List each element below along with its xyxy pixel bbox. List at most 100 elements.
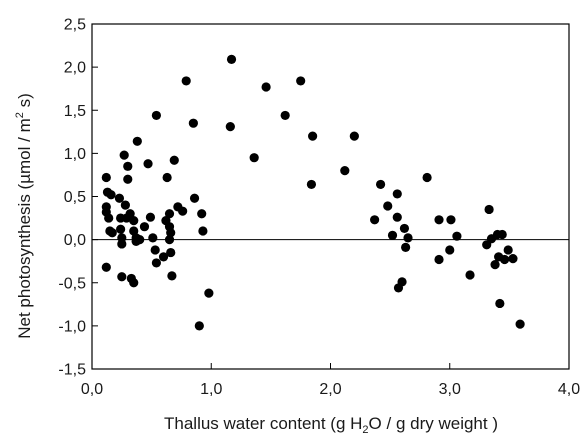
data-point bbox=[117, 233, 127, 243]
data-point bbox=[508, 254, 518, 264]
data-point bbox=[490, 260, 500, 270]
data-point bbox=[148, 233, 158, 243]
x-axis-label-sub: 2 bbox=[362, 424, 368, 436]
data-point bbox=[392, 189, 402, 199]
data-point bbox=[198, 226, 208, 236]
x-axis-label-prefix: Thallus water content (g H bbox=[164, 414, 362, 433]
data-point bbox=[392, 212, 402, 222]
y-tick-label: 2,5 bbox=[64, 17, 86, 34]
y-tick-label: 2,0 bbox=[64, 60, 86, 77]
data-point bbox=[164, 235, 175, 245]
y-axis-label-suffix: s) bbox=[15, 93, 34, 112]
data-point bbox=[452, 231, 462, 241]
data-point bbox=[139, 222, 150, 232]
data-point bbox=[117, 272, 127, 282]
data-point bbox=[166, 247, 176, 258]
x-axis-label-suffix: O / g dry weight ) bbox=[369, 414, 498, 433]
data-point bbox=[387, 230, 398, 240]
x-tick-label: 3,0 bbox=[439, 381, 461, 398]
data-point bbox=[445, 245, 455, 255]
data-point bbox=[167, 271, 177, 281]
y-axis-label-prefix: Net photosynthesis (µmol / m bbox=[15, 118, 34, 339]
data-point bbox=[296, 76, 306, 86]
data-point bbox=[401, 242, 411, 252]
x-tick-label: 0,0 bbox=[81, 381, 103, 398]
y-tick-label: -0,5 bbox=[58, 275, 86, 292]
data-points bbox=[101, 54, 525, 331]
data-point bbox=[164, 209, 175, 219]
data-point bbox=[349, 131, 359, 141]
data-point bbox=[143, 159, 153, 169]
data-point bbox=[370, 215, 380, 225]
y-tick-label: 1,0 bbox=[64, 146, 86, 163]
data-point bbox=[280, 110, 290, 121]
data-point bbox=[194, 321, 204, 331]
data-point bbox=[434, 254, 444, 265]
data-point bbox=[119, 150, 129, 160]
data-point bbox=[116, 224, 126, 234]
data-point bbox=[123, 174, 133, 184]
data-point bbox=[106, 190, 116, 200]
data-point bbox=[166, 228, 176, 238]
x-axis-label: Thallus water content (g H2O / g dry wei… bbox=[164, 414, 498, 436]
data-point bbox=[515, 319, 525, 329]
data-point bbox=[181, 76, 191, 86]
data-point bbox=[129, 278, 139, 288]
data-point bbox=[145, 212, 156, 222]
data-point bbox=[129, 226, 139, 236]
data-point bbox=[197, 209, 207, 219]
data-point bbox=[158, 252, 169, 262]
data-point bbox=[503, 245, 513, 255]
data-point bbox=[162, 172, 172, 183]
y-axis-label: Net photosynthesis (µmol / m2 s) bbox=[14, 93, 34, 339]
data-point bbox=[120, 200, 130, 210]
data-point bbox=[204, 288, 214, 298]
data-point bbox=[107, 228, 117, 238]
data-point bbox=[225, 122, 235, 132]
data-point bbox=[446, 215, 456, 225]
data-point bbox=[188, 118, 198, 128]
data-point bbox=[261, 82, 271, 92]
data-point bbox=[434, 215, 444, 225]
data-point bbox=[150, 245, 160, 255]
data-point bbox=[497, 229, 507, 240]
plot-frame bbox=[91, 23, 570, 370]
data-point bbox=[422, 172, 432, 183]
data-point bbox=[101, 262, 111, 272]
data-point bbox=[114, 193, 125, 203]
ticks: -1,5 -1,0 -0,5 0,0 0,5 1,0 1,5 2,0 2,5 0,0 1,0 2,0 3… bbox=[58, 17, 580, 399]
data-point bbox=[465, 270, 475, 280]
data-point bbox=[151, 258, 161, 268]
data-point bbox=[101, 172, 111, 183]
x-tick-label: 4,0 bbox=[558, 381, 580, 398]
data-point bbox=[104, 213, 114, 223]
data-point bbox=[500, 254, 510, 265]
data-point bbox=[375, 179, 386, 190]
y-axis-label-sup: 2 bbox=[14, 112, 26, 118]
data-point bbox=[403, 233, 413, 243]
data-point bbox=[125, 209, 135, 219]
data-point bbox=[308, 131, 318, 141]
data-point bbox=[249, 153, 259, 163]
data-point bbox=[189, 193, 200, 203]
data-point bbox=[169, 155, 179, 165]
data-point bbox=[151, 110, 161, 121]
data-point bbox=[178, 206, 188, 216]
y-tick-label: 0,5 bbox=[64, 189, 86, 206]
data-point bbox=[340, 166, 350, 176]
y-tick-label: -1,0 bbox=[58, 318, 86, 335]
x-tick-label: 1,0 bbox=[200, 381, 222, 398]
data-point bbox=[397, 277, 407, 287]
data-point bbox=[226, 54, 237, 64]
data-point bbox=[484, 204, 494, 215]
data-point bbox=[132, 136, 142, 146]
data-point bbox=[123, 161, 133, 171]
data-point bbox=[135, 235, 145, 245]
y-tick-label: -1,5 bbox=[58, 362, 86, 379]
data-point bbox=[399, 223, 410, 234]
y-tick-label: 1,5 bbox=[64, 103, 86, 120]
axes bbox=[91, 23, 570, 370]
y-tick-label: 0,0 bbox=[64, 232, 86, 249]
data-point bbox=[495, 298, 505, 309]
